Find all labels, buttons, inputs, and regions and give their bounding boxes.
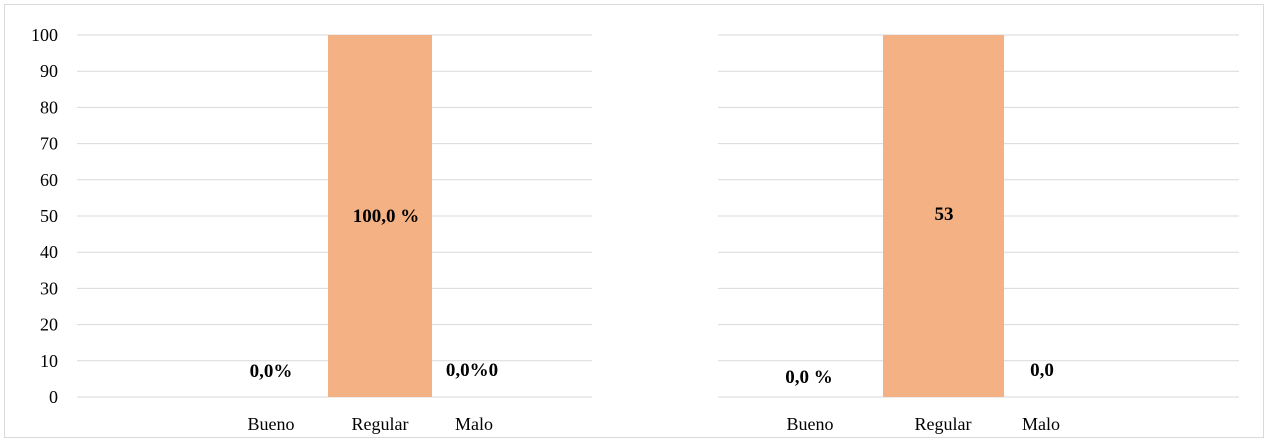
y-tick-label: 90 [40, 61, 58, 81]
data-label-bueno: 0,0% [250, 361, 293, 382]
category-label-malo: Malo [1022, 414, 1060, 434]
y-tick-label: 70 [40, 134, 58, 154]
category-label-bueno: Bueno [248, 414, 295, 434]
chart-frame [4, 4, 1264, 438]
chart-right: 0,0 % 53 0,0 Bueno Regular Malo [718, 34, 1239, 434]
y-tick-label: 10 [40, 351, 58, 371]
bar-regular [883, 35, 1004, 397]
data-label-regular: 100,0 % [353, 206, 420, 227]
y-tick-label: 0 [49, 387, 58, 407]
category-label-regular: Regular [915, 414, 972, 434]
data-label-malo: 0,0 [1030, 360, 1054, 381]
category-label-regular: Regular [352, 414, 409, 434]
y-tick-label: 20 [40, 315, 58, 335]
category-label-malo: Malo [455, 414, 493, 434]
data-label-malo: 0,0%0 [446, 360, 498, 381]
data-label-regular: 53 [935, 204, 954, 225]
y-tick-label: 80 [40, 97, 58, 117]
y-tick-label: 50 [40, 206, 58, 226]
y-tick-label: 60 [40, 170, 58, 190]
y-tick-label: 100 [31, 25, 58, 45]
bar-regular [328, 35, 432, 397]
data-label-bueno: 0,0 % [785, 367, 833, 388]
y-tick-label: 40 [40, 242, 58, 262]
category-label-bueno: Bueno [787, 414, 834, 434]
y-tick-label: 30 [40, 278, 58, 298]
